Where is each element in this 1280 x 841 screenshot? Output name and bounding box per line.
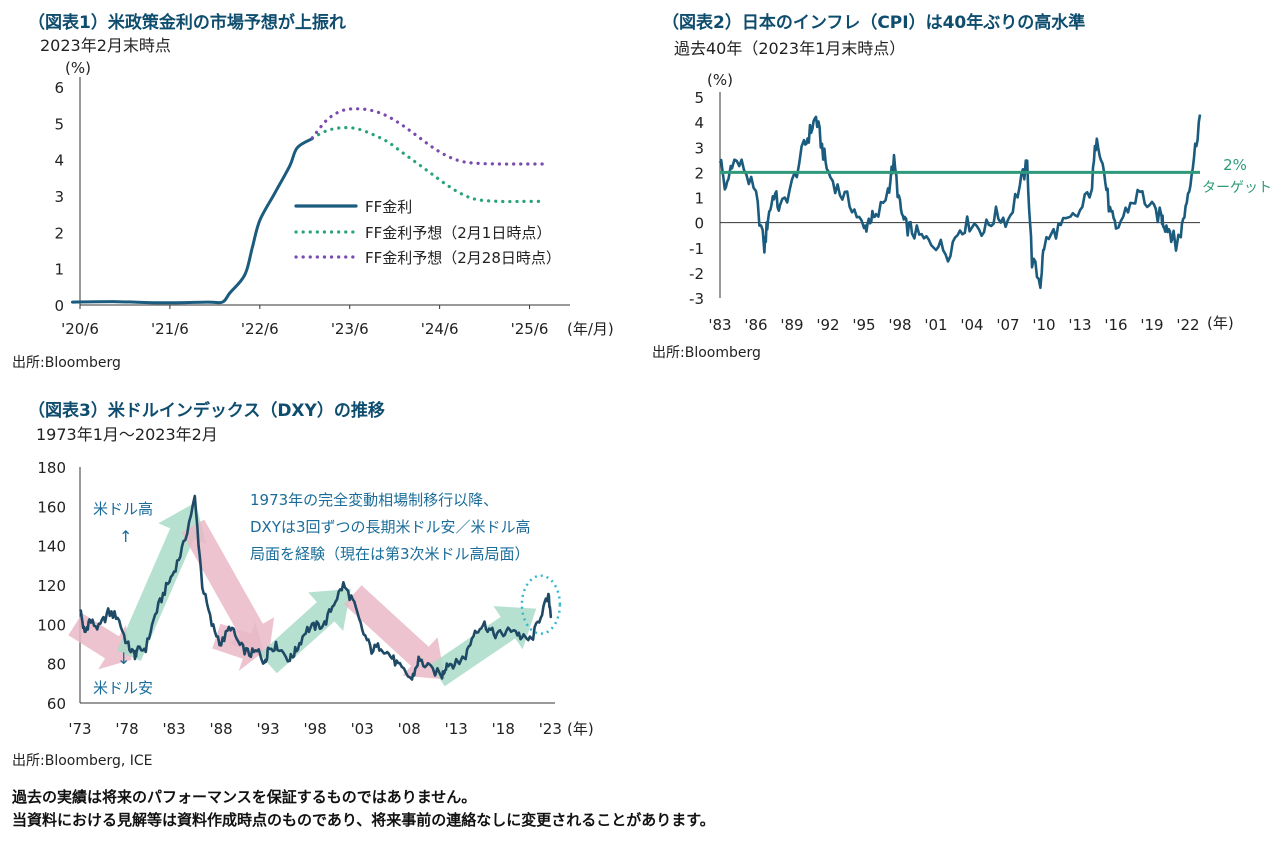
- x-tick-label: '18: [492, 720, 515, 738]
- x-tick-label: '20/6: [61, 320, 99, 338]
- arrow-down-glyph: ↓: [117, 649, 130, 668]
- y-tick-label: 140: [37, 538, 66, 556]
- chart2-title: （図表2）日本のインフレ（CPI）は40年ぶりの高水準: [662, 13, 1086, 33]
- x-tick-label: '21/6: [151, 320, 189, 338]
- chart1-title: （図表1）米政策金利の市場予想が上振れ: [28, 13, 346, 33]
- label-dollar-high: 米ドル高: [93, 500, 153, 518]
- series-line: [310, 107, 547, 166]
- x-tick-label: '22/6: [241, 320, 279, 338]
- x-tick-label: '83: [708, 316, 731, 334]
- y-tick-label: 0: [54, 297, 64, 315]
- x-tick-label: '98: [304, 720, 327, 738]
- y-tick-label: 2: [694, 164, 704, 182]
- y-unit-label: (%): [707, 71, 733, 89]
- y-tick-label: 2: [54, 224, 64, 242]
- y-tick-label: 100: [37, 616, 66, 634]
- chart3-title: （図表3）米ドルインデックス（DXY）の推移: [28, 401, 385, 421]
- annotation-text: 局面を経験（現在は第3次米ドル高局面）: [250, 545, 530, 563]
- label-dollar-low: 米ドル安: [93, 679, 153, 697]
- x-tick-label: '73: [68, 720, 91, 738]
- x-tick-label: '88: [209, 720, 232, 738]
- x-tick-label: '03: [351, 720, 374, 738]
- trend-arrow: [181, 519, 275, 660]
- x-tick-label: '08: [398, 720, 421, 738]
- y-tick-label: 120: [37, 577, 66, 595]
- disclaimer-line-1: 過去の実績は将来のパフォーマンスを保証するものではありません。: [12, 788, 477, 806]
- legend-label: FF金利予想（2月1日時点）: [365, 224, 551, 242]
- y-tick-label: 1: [54, 261, 64, 279]
- y-tick-label: 60: [47, 695, 66, 713]
- y-tick-label: 6: [54, 79, 64, 97]
- x-tick-label: '19: [1140, 316, 1163, 334]
- x-tick-label: '92: [816, 316, 839, 334]
- target-label-sub: ターゲット: [1202, 180, 1272, 196]
- y-tick-label: 80: [47, 656, 66, 674]
- y-tick-label: 160: [37, 498, 66, 516]
- legend-label: FF金利: [365, 198, 412, 216]
- trend-arrow: [430, 606, 537, 687]
- chart1-svg: (%) 0 1 2 3 4 5 6 '20/6 '21/6 '22/6 '23/6 '24/6 '25/6…: [54, 59, 614, 338]
- y-tick-label: 3: [694, 139, 704, 157]
- chart1-source: 出所:Bloomberg: [12, 355, 121, 371]
- x-tick-label: '78: [115, 720, 138, 738]
- legend-label: FF金利予想（2月28日時点）: [365, 249, 561, 267]
- chart2-source: 出所:Bloomberg: [652, 345, 761, 361]
- y-tick-label: 4: [694, 114, 704, 132]
- y-tick-label: 180: [37, 459, 66, 477]
- y-tick-label: 1: [694, 190, 704, 208]
- x-unit-label: (年): [1207, 314, 1234, 332]
- annotation-text: 1973年の完全変動相場制移行以降、: [250, 491, 498, 509]
- x-tick-label: '93: [257, 720, 280, 738]
- x-tick-label: '01: [924, 316, 947, 334]
- x-tick-label: '25/6: [511, 320, 549, 338]
- target-label: 2%: [1223, 156, 1247, 174]
- x-tick-label: '86: [744, 316, 767, 334]
- x-unit-label: (年): [567, 720, 594, 738]
- series-line: [71, 137, 314, 305]
- arrow-up-glyph: ↑: [119, 527, 132, 546]
- x-tick-label: '22: [1176, 316, 1199, 334]
- dxy-line: [78, 494, 553, 681]
- y-tick-label: 4: [54, 152, 64, 170]
- x-tick-label: '95: [852, 316, 875, 334]
- cpi-line: [718, 114, 1202, 290]
- chart3-source: 出所:Bloomberg, ICE: [12, 753, 153, 769]
- y-tick-label: -2: [689, 265, 704, 283]
- disclaimer-line-2: 当資料における見解等は資料作成時点のものであり、将来事前の連絡なしに変更されるこ…: [12, 811, 715, 829]
- x-tick-label: '83: [162, 720, 185, 738]
- x-tick-label: '98: [888, 316, 911, 334]
- chart2-subtitle: 過去40年（2023年1月末時点）: [674, 39, 906, 58]
- x-tick-label: '07: [996, 316, 1019, 334]
- chart3-svg: 180 160 140 120 100 80 60'73 '78 '83 '88 '93 '98 '03…: [37, 459, 594, 738]
- annotation-text: DXYは3回ずつの長期米ドル安／米ドル高: [250, 518, 531, 536]
- y-tick-label: -1: [689, 240, 704, 258]
- y-tick-label: 5: [54, 115, 64, 133]
- y-tick-label: 5: [694, 89, 704, 107]
- series-line: [310, 125, 547, 204]
- x-tick-label: '13: [1068, 316, 1091, 334]
- chart2-svg: (%)5 4 3 2 1 0 -1 -2 -3'83 '86 '89 '92 '95 '98 '01 '04 '…: [689, 71, 1272, 334]
- highlight-circle: [520, 574, 562, 635]
- x-unit-label: (年/月): [567, 320, 614, 338]
- y-tick-label: 3: [54, 188, 64, 206]
- x-tick-label: '23: [539, 720, 562, 738]
- chart3-subtitle: 1973年1月～2023年2月: [36, 425, 218, 444]
- x-tick-label: '89: [780, 316, 803, 334]
- trend-arrow: [344, 585, 445, 680]
- x-tick-label: '04: [960, 316, 983, 334]
- x-tick-label: '10: [1032, 316, 1055, 334]
- chart1-subtitle: 2023年2月末時点: [40, 36, 171, 55]
- x-tick-label: '16: [1104, 316, 1127, 334]
- y-tick-label: 0: [694, 215, 704, 233]
- x-tick-label: '24/6: [421, 320, 459, 338]
- x-tick-label: '13: [445, 720, 468, 738]
- y-unit-label: (%): [65, 59, 91, 77]
- y-tick-label: -3: [689, 290, 704, 308]
- x-tick-label: '23/6: [331, 320, 369, 338]
